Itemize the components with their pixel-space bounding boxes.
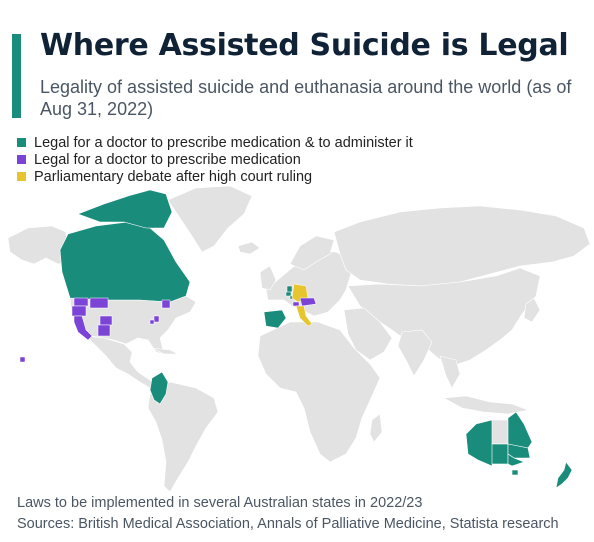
world-map bbox=[7, 185, 591, 492]
australia-nsw bbox=[507, 443, 531, 459]
map-footer: Laws to be implemented in several Austra… bbox=[17, 493, 559, 535]
legend-swatch-debate bbox=[17, 172, 26, 181]
title-accent-bar bbox=[12, 34, 21, 118]
page-subtitle: Legality of assisted suicide and euthana… bbox=[40, 77, 572, 119]
canada-arctic-islands bbox=[77, 189, 173, 229]
british-isles bbox=[259, 265, 277, 291]
asia bbox=[347, 267, 541, 367]
us-state-vermont-maine bbox=[161, 299, 171, 309]
sources: Sources: British Medical Association, An… bbox=[17, 516, 559, 532]
us-state-washington bbox=[73, 297, 89, 307]
australia-northern-territory bbox=[491, 419, 509, 445]
africa bbox=[257, 321, 381, 463]
legend-item-prescribe: Legal for a doctor to prescribe medicati… bbox=[17, 151, 413, 168]
switzerland bbox=[292, 301, 300, 307]
australia-western bbox=[465, 419, 495, 467]
mexico bbox=[85, 335, 159, 389]
legend-label: Legal for a doctor to prescribe medicati… bbox=[34, 134, 413, 151]
indonesia bbox=[443, 395, 530, 415]
page-title: Where Assisted Suicide is Legal bbox=[40, 28, 569, 63]
legend-label: Parliamentary debate after high court ru… bbox=[34, 168, 313, 185]
netherlands bbox=[286, 285, 293, 293]
south-america bbox=[147, 381, 219, 492]
scandinavia bbox=[289, 235, 335, 271]
us-state-oregon bbox=[71, 305, 87, 317]
japan bbox=[523, 297, 541, 323]
us-state-dc bbox=[149, 319, 155, 325]
southeast-asia bbox=[439, 355, 461, 389]
colombia bbox=[149, 371, 169, 405]
new-zealand bbox=[555, 461, 573, 489]
legend-label: Legal for a doctor to prescribe medicati… bbox=[34, 151, 301, 168]
us-state-new-mexico bbox=[97, 324, 111, 337]
australia-queensland bbox=[507, 411, 533, 449]
india bbox=[397, 329, 433, 377]
footnote: Laws to be implemented in several Austra… bbox=[17, 495, 423, 511]
legend-swatch-administer bbox=[17, 138, 26, 147]
united-states bbox=[69, 295, 197, 355]
austria bbox=[299, 297, 317, 307]
iceland bbox=[237, 241, 261, 255]
us-state-montana bbox=[89, 297, 109, 309]
map-legend: Legal for a doctor to prescribe medicati… bbox=[17, 134, 413, 185]
legend-item-administer: Legal for a doctor to prescribe medicati… bbox=[17, 134, 413, 151]
spain bbox=[263, 309, 287, 329]
hawaii bbox=[19, 356, 26, 363]
italy bbox=[295, 305, 313, 327]
belgium bbox=[285, 291, 292, 297]
middle-east bbox=[343, 307, 393, 361]
caribbean bbox=[151, 347, 179, 355]
legend-item-debate: Parliamentary debate after high court ru… bbox=[17, 168, 413, 185]
tasmania bbox=[511, 469, 519, 476]
alaska bbox=[7, 225, 69, 265]
greenland bbox=[167, 185, 253, 253]
russia bbox=[333, 205, 591, 287]
australia-victoria bbox=[507, 453, 525, 467]
us-state-new-jersey bbox=[153, 315, 160, 323]
legend-swatch-prescribe bbox=[17, 155, 26, 164]
us-state-colorado bbox=[99, 315, 113, 326]
canada bbox=[59, 221, 191, 303]
madagascar bbox=[369, 413, 383, 443]
us-state-california bbox=[73, 315, 93, 341]
australia-south bbox=[491, 443, 509, 465]
